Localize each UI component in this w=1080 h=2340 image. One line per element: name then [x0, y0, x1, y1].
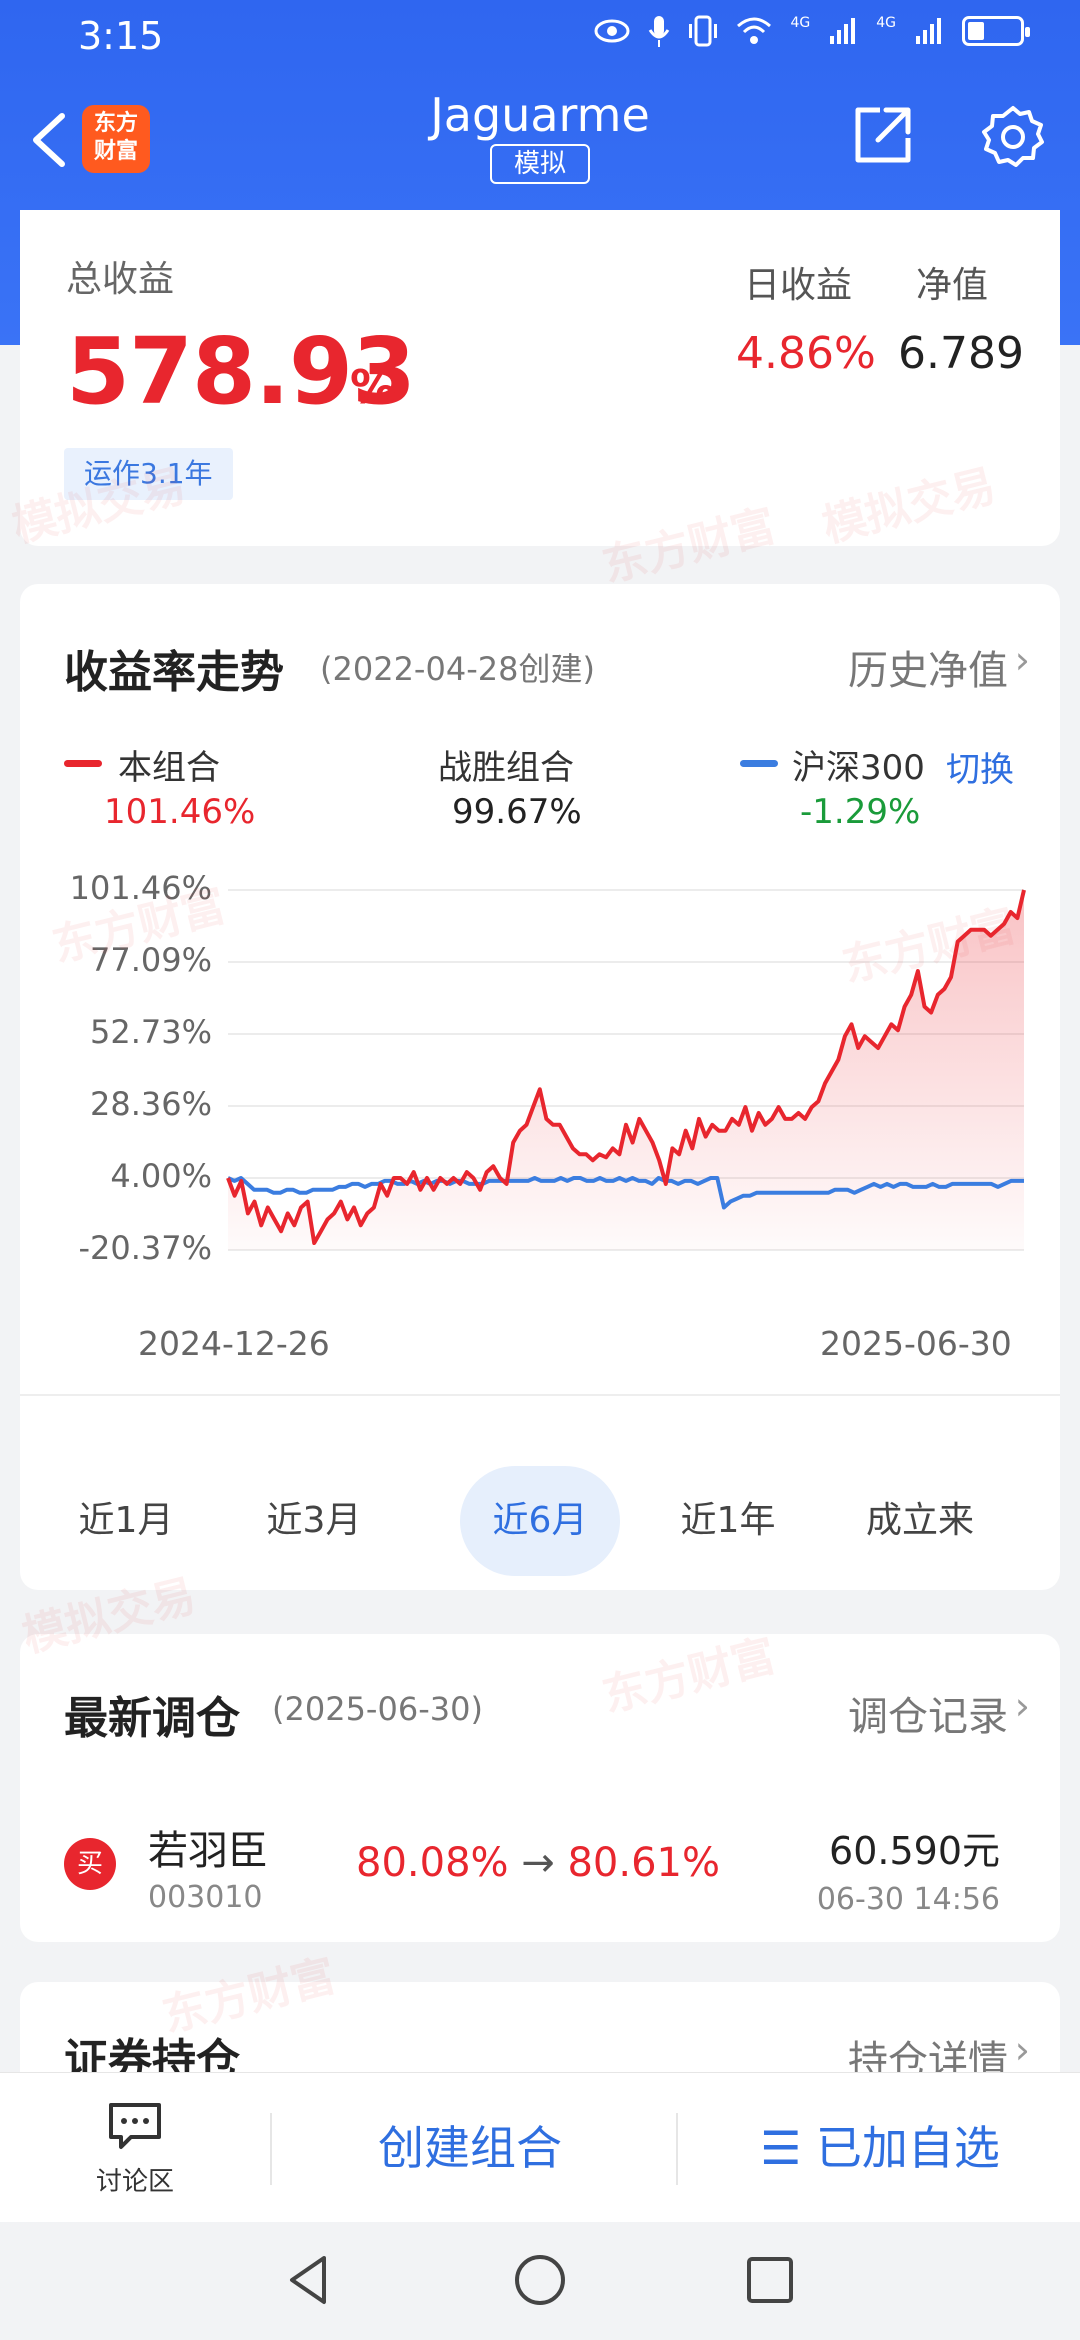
app-logo: 东方 财富	[82, 105, 150, 173]
series-area-0	[228, 890, 1024, 1250]
status-bar: 3:15 4G 4G	[0, 0, 1080, 72]
buy-badge: 买	[64, 1838, 116, 1890]
y-tick-label: 52.73%	[89, 1012, 212, 1051]
separator	[270, 2113, 272, 2185]
stock-code: 003010	[148, 1880, 263, 1915]
legend-name-csi300: 沪深300	[792, 748, 925, 788]
summary-card: 总收益 578.93 % 运作3.1年 日收益 净值 4.86% 6.789	[20, 210, 1060, 546]
chat-bubble-icon	[109, 2103, 161, 2149]
back-icon[interactable]	[22, 108, 82, 172]
weight-to: 80.61%	[567, 1840, 721, 1886]
rebalance-title: 最新调仓	[64, 1693, 240, 1744]
trend-title: 收益率走势	[64, 647, 284, 698]
y-tick-label: 28.36%	[89, 1085, 212, 1123]
run-duration-badge: 运作3.1年	[64, 448, 233, 500]
total-return-unit: %	[350, 360, 397, 414]
signal-bars-icon-2	[916, 18, 941, 44]
net-value-label: 净值	[916, 265, 989, 306]
legend-value-beat: 99.67%	[452, 792, 582, 832]
history-nav-link[interactable]: 历史净值	[848, 648, 1008, 694]
discussion-button[interactable]: 讨论区	[60, 2101, 210, 2201]
y-tick-label: 77.09%	[89, 941, 212, 979]
legend-value-portfolio: 101.46%	[104, 792, 256, 832]
trade-price: 60.590元	[829, 1829, 1000, 1873]
eye-icon	[594, 19, 630, 43]
series-line-portfolio	[226, 889, 1026, 1245]
battery-icon	[962, 16, 1030, 46]
separator	[676, 2113, 678, 2185]
daily-return-value: 4.86%	[736, 328, 876, 379]
rebalance-record-link[interactable]: 调仓记录	[848, 1694, 1008, 1740]
total-return-value: 578.93	[66, 318, 416, 425]
signal-bars-icon	[830, 18, 856, 44]
mode-tag: 模拟	[490, 144, 590, 184]
range-tab-since-inception[interactable]: 成立来	[865, 1500, 974, 1541]
status-time: 3:15	[78, 14, 164, 58]
rebalance-date: (2025-06-30)	[272, 1690, 483, 1728]
switch-benchmark-link[interactable]: 切换	[946, 750, 1014, 790]
arrow-right-icon: →	[521, 1840, 555, 1886]
divider	[20, 1394, 1060, 1396]
vibrate-icon	[689, 15, 718, 47]
nav-back-icon[interactable]	[280, 2250, 340, 2310]
trend-created-date: (2022-04-28创建)	[320, 650, 595, 688]
y-tick-label: 101.46%	[69, 869, 212, 907]
y-tick-label: -20.37%	[78, 1229, 212, 1267]
chevron-right-icon[interactable]: ›	[1014, 2028, 1030, 2072]
x-tick-end: 2025-06-30	[820, 1324, 1012, 1363]
return-trend-card: 收益率走势 (2022-04-28创建) 历史净值 › 本组合 101.46% …	[20, 584, 1060, 1590]
wifi-icon	[737, 17, 772, 44]
return-chart	[226, 889, 1026, 1251]
create-portfolio-button[interactable]: 创建组合	[378, 2121, 562, 2175]
latest-rebalance-card: 最新调仓 (2025-06-30) 调仓记录 › 买 若羽臣 003010 80…	[20, 1634, 1060, 1942]
range-tab-1m[interactable]: 近1月	[78, 1500, 174, 1541]
signal-icon-1: 4G	[790, 15, 811, 31]
daily-return-label: 日收益	[744, 265, 853, 306]
discussion-label: 讨论区	[95, 2167, 174, 2197]
nav-recents-icon[interactable]	[740, 2250, 800, 2310]
chevron-right-icon[interactable]: ›	[1014, 638, 1030, 682]
total-return-label: 总收益	[66, 259, 175, 300]
portfolio-title: Jaguarme	[430, 88, 650, 142]
share-icon[interactable]	[850, 102, 916, 168]
x-tick-start: 2024-12-26	[138, 1324, 330, 1363]
series-line-csi300	[227, 1176, 1024, 1210]
net-value: 6.789	[898, 328, 1024, 379]
legend-swatch-csi300	[740, 760, 778, 767]
range-tab-1y[interactable]: 近1年	[680, 1500, 776, 1541]
status-icons: 4G 4G	[594, 14, 1030, 48]
gear-icon[interactable]	[980, 104, 1046, 170]
legend-value-csi300: -1.29%	[800, 792, 921, 832]
bottom-action-bar: 讨论区 创建组合 ☰ 已加自选	[0, 2072, 1080, 2222]
added-to-watchlist-button[interactable]: ☰ 已加自选	[760, 2121, 1000, 2175]
logo-text-1: 东方	[93, 111, 138, 136]
legend-name-beat: 战胜组合	[438, 748, 574, 788]
signal-icon-2: 4G	[876, 15, 896, 31]
microphone-icon	[649, 16, 670, 47]
range-tab-6m[interactable]: 近6月	[460, 1466, 620, 1576]
nav-home-icon[interactable]	[510, 2250, 570, 2310]
range-tab-3m[interactable]: 近3月	[266, 1500, 362, 1541]
logo-text-2: 财富	[93, 139, 138, 164]
legend-swatch-portfolio	[64, 760, 102, 767]
system-navigation-bar	[0, 2222, 1080, 2340]
weight-from: 80.08%	[356, 1840, 509, 1886]
legend-name-portfolio: 本组合	[118, 748, 220, 788]
stock-name[interactable]: 若羽臣	[148, 1828, 268, 1874]
trade-time: 06-30 14:56	[816, 1882, 1000, 1917]
weight-change: 80.08% → 80.61%	[356, 1840, 720, 1886]
y-tick-label: 4.00%	[110, 1156, 212, 1195]
chevron-right-icon[interactable]: ›	[1014, 1684, 1030, 1728]
